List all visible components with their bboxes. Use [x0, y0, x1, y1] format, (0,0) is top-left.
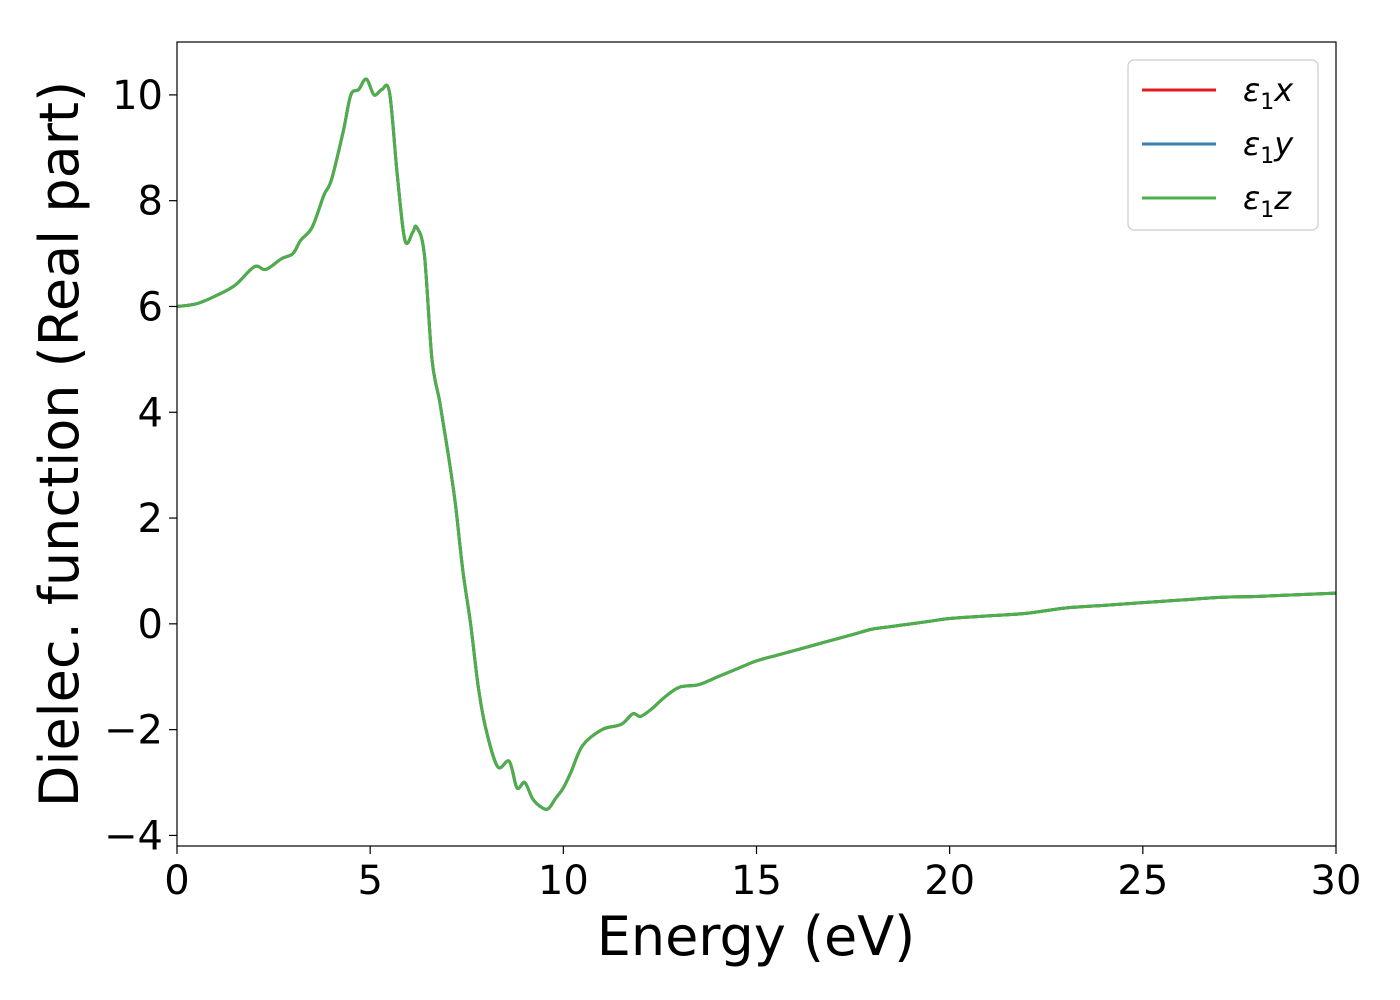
legend-label-y: ε1y: [1243, 125, 1294, 169]
y-tick-label: 8: [138, 179, 163, 225]
legend: ε1x ε1y ε1z: [1127, 59, 1319, 231]
x-tick-label: 10: [538, 858, 589, 904]
x-tick-label: 15: [731, 858, 782, 904]
legend-label-z: ε1z: [1243, 179, 1292, 223]
x-axis: 0 5 10 15 20 25 30: [164, 846, 1361, 904]
x-tick-label: 25: [1117, 858, 1168, 904]
legend-label-x: ε1x: [1243, 71, 1294, 115]
y-axis-label: Dielec. function (Real part): [28, 81, 91, 807]
y-tick-label: 4: [138, 390, 163, 436]
y-tick-label: 6: [138, 284, 163, 330]
x-axis-label: Energy (eV): [597, 905, 916, 968]
y-tick-label: −2: [104, 708, 163, 754]
y-axis: −4 −2 0 2 4 6 8 10: [104, 73, 177, 859]
series-line-z: [176, 77, 1337, 811]
legend-box: [1127, 59, 1319, 231]
y-tick-label: 0: [138, 602, 163, 648]
x-tick-label: 30: [1311, 858, 1362, 904]
series-layer: [176, 77, 1337, 811]
x-tick-label: 20: [924, 858, 975, 904]
y-tick-label: 10: [112, 73, 163, 119]
y-tick-label: −4: [104, 813, 163, 859]
x-tick-label: 0: [164, 858, 189, 904]
x-tick-label: 5: [357, 858, 382, 904]
y-tick-label: 2: [138, 496, 163, 542]
